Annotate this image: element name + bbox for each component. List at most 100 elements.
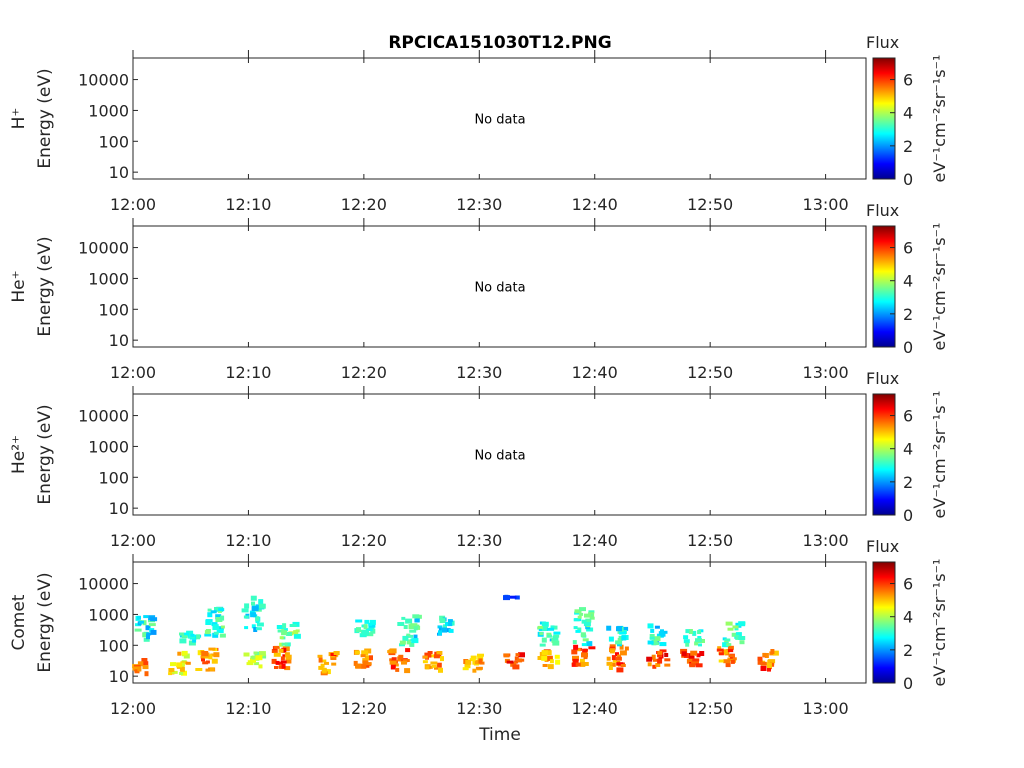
flux-cell: [185, 661, 191, 665]
no-data-label: No data: [474, 281, 525, 296]
flux-cell: [181, 650, 188, 655]
flux-cell: [448, 628, 454, 633]
y-tick-label: 10: [109, 499, 129, 518]
flux-cell: [620, 664, 626, 667]
flux-cell: [281, 647, 287, 653]
flux-cell: [542, 664, 548, 667]
flux-cell: [650, 628, 655, 633]
flux-cell: [689, 663, 696, 668]
flux-cell: [179, 672, 184, 675]
flux-cell: [142, 665, 149, 670]
flux-cell: [664, 653, 669, 657]
flux-cell: [503, 653, 510, 658]
flux-cell: [355, 663, 362, 669]
flux-cell: [354, 650, 360, 655]
flux-cell: [725, 662, 731, 668]
flux-cell: [317, 654, 323, 658]
flux-cell: [572, 655, 579, 661]
flux-cell: [370, 628, 376, 634]
colorbar-unit-label: eV⁻¹cm⁻²sr⁻¹s⁻¹: [930, 55, 949, 183]
y-axis-label: Energy (eV): [35, 68, 55, 168]
flux-cell: [546, 650, 552, 656]
flux-cell: [618, 635, 624, 640]
flux-cell: [150, 629, 157, 635]
flux-cell: [331, 662, 337, 666]
flux-cell: [402, 635, 409, 641]
species-label: He²⁺: [9, 435, 29, 474]
flux-cell: [617, 654, 621, 658]
flux-cell: [609, 649, 615, 654]
y-tick-label: 10: [109, 331, 129, 350]
flux-cell: [660, 632, 666, 637]
flux-cell: [726, 649, 734, 653]
x-tick-label: 12:10: [225, 699, 271, 718]
flux-cell: [537, 656, 543, 660]
flux-cell: [255, 616, 260, 622]
flux-cell: [283, 628, 288, 632]
flux-cell: [606, 661, 613, 666]
colorbar-tick-label: 2: [903, 137, 913, 156]
flux-cell: [215, 617, 223, 622]
flux-cell: [260, 654, 267, 659]
y-tick-label: 10: [109, 667, 129, 686]
flux-cell: [430, 654, 435, 658]
colorbar-tick-label: 4: [903, 440, 913, 459]
flux-cell: [134, 669, 140, 674]
colorbar-unit-label: eV⁻¹cm⁻²sr⁻¹s⁻¹: [930, 559, 949, 687]
y-tick-label: 10000: [78, 575, 129, 594]
flux-cell: [246, 662, 254, 666]
x-tick-label: 13:00: [803, 699, 849, 718]
flux-cell: [387, 650, 393, 654]
flux-cell: [176, 662, 183, 668]
colorbar: Flux 0 2 4 6 eV⁻¹cm⁻²sr⁻¹s⁻¹: [866, 201, 949, 357]
flux-cell: [179, 632, 184, 636]
flux-cell: [285, 658, 292, 664]
flux-cell: [355, 619, 363, 623]
flux-cell: [406, 639, 411, 645]
flux-cell: [588, 610, 595, 614]
flux-cell: [251, 606, 259, 612]
flux-cell: [767, 666, 771, 672]
flux-cell: [278, 665, 284, 669]
flux-cell: [579, 607, 586, 612]
colorbar-title: Flux: [866, 369, 899, 388]
flux-cell: [282, 623, 287, 629]
flux-cell: [210, 610, 217, 614]
x-tick-label: 12:40: [572, 363, 618, 382]
flux-cell: [273, 645, 280, 649]
flux-cell: [143, 661, 149, 666]
flux-cell: [431, 664, 437, 668]
flux-cell: [547, 634, 552, 638]
colorbar-gradient: [872, 561, 896, 684]
flux-cell: [356, 627, 361, 633]
flux-cell: [188, 640, 196, 646]
x-tick-label: 12:50: [687, 699, 733, 718]
flux-cell: [390, 664, 396, 670]
colorbar-tick-label: 2: [903, 473, 913, 492]
flux-cell: [190, 633, 195, 637]
x-tick-label: 12:20: [341, 363, 387, 382]
flux-cell: [286, 632, 293, 636]
flux-cell: [470, 655, 477, 660]
flux-cell: [146, 632, 152, 636]
y-tick-label: 1000: [88, 269, 129, 288]
y-axis-label: Energy (eV): [35, 572, 55, 672]
flux-cell: [255, 620, 260, 623]
plot-frame: [132, 393, 867, 516]
flux-cell: [195, 668, 203, 671]
flux-cell: [253, 627, 258, 632]
flux-cell: [579, 658, 585, 663]
flux-cell: [361, 650, 369, 656]
flux-cell: [478, 658, 483, 664]
flux-cell: [517, 658, 523, 663]
y-tick-label: 10000: [78, 239, 129, 258]
flux-cell: [318, 657, 323, 663]
flux-cell: [619, 650, 627, 656]
flux-cell: [586, 627, 594, 632]
chart-title: RPCICA151030T12.PNG: [388, 33, 611, 53]
flux-cell: [537, 625, 543, 629]
flux-cell: [211, 622, 218, 627]
flux-cell: [281, 642, 288, 646]
flux-cell: [580, 661, 586, 667]
flux-cell: [764, 653, 769, 658]
